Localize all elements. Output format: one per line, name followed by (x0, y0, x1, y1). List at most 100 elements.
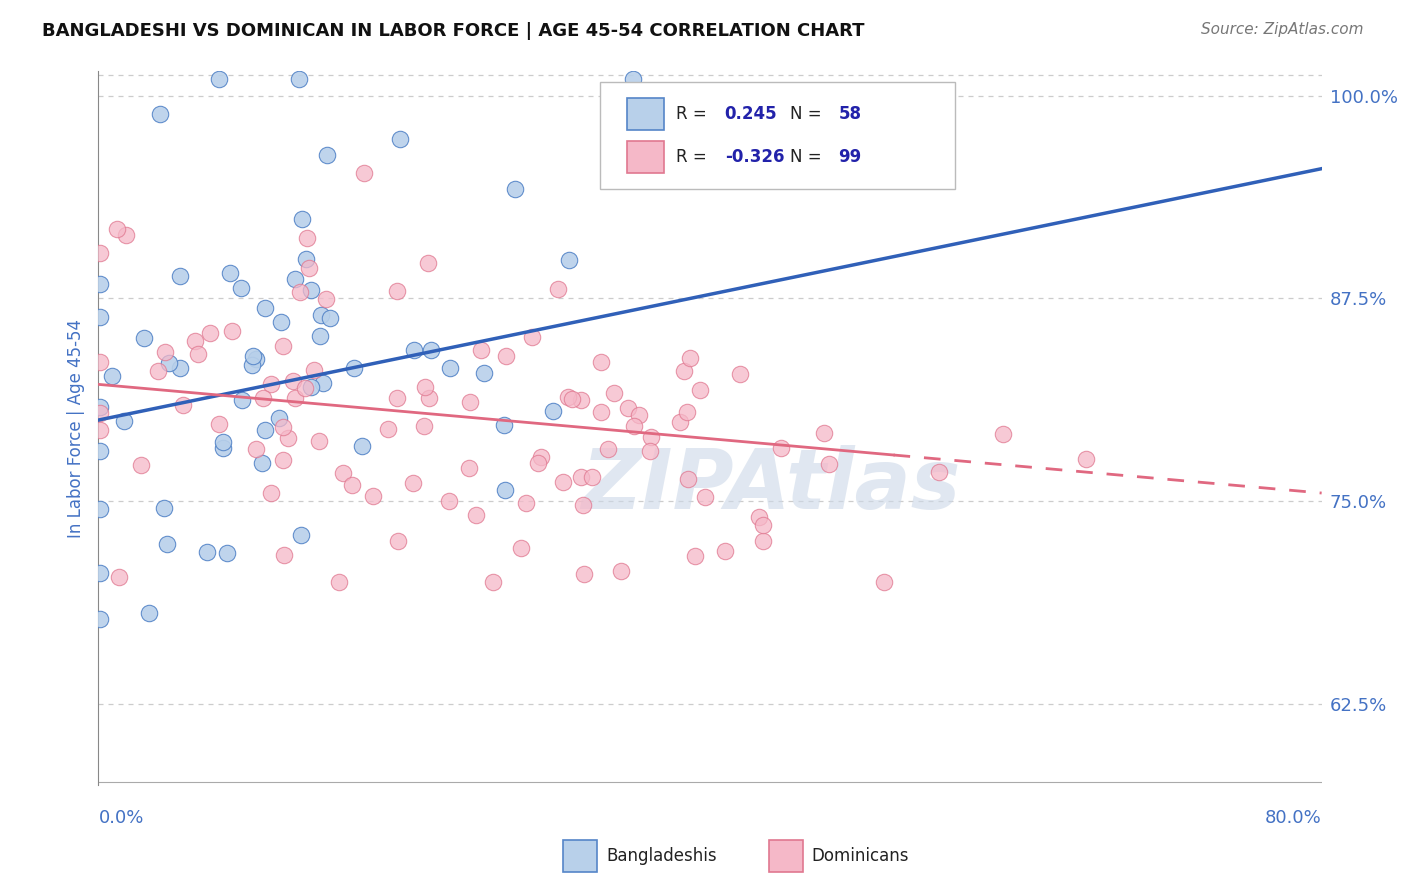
Point (295, 231, 318, 245)
Point (89, 310, 111, 324)
Point (683, 549, 706, 563)
Point (340, 477, 363, 491)
Point (298, 261, 321, 276)
FancyBboxPatch shape (627, 98, 664, 130)
Point (108, 570, 131, 584)
Point (457, 461, 479, 475)
Point (187, 347, 209, 361)
Point (212, 435, 235, 450)
Point (270, 315, 292, 329)
Point (993, 427, 1015, 442)
Point (294, 381, 316, 395)
FancyBboxPatch shape (600, 82, 955, 189)
Point (413, 419, 436, 434)
Point (153, 345, 176, 359)
Point (389, 132, 412, 146)
Point (418, 391, 440, 405)
Text: Bangladeshis: Bangladeshis (606, 847, 717, 865)
Point (253, 301, 276, 315)
Point (89, 502, 111, 516)
Point (813, 426, 835, 441)
Point (267, 410, 290, 425)
Point (621, 72, 644, 87)
Text: 0.0%: 0.0% (98, 809, 143, 827)
Point (385, 284, 408, 298)
Point (419, 343, 441, 357)
Point (138, 606, 160, 620)
Point (129, 458, 152, 473)
Point (311, 308, 333, 322)
Point (669, 416, 692, 430)
Point (184, 334, 207, 348)
Point (522, 330, 544, 344)
Point (242, 349, 264, 363)
Point (679, 351, 702, 365)
Point (221, 325, 243, 339)
Point (105, 221, 128, 235)
Point (89, 400, 111, 414)
Point (295, 252, 318, 266)
Point (302, 363, 325, 377)
Point (132, 331, 155, 345)
Point (245, 442, 267, 457)
Point (115, 228, 138, 243)
Point (284, 392, 307, 406)
Text: 0.245: 0.245 (724, 105, 778, 123)
Point (581, 470, 603, 484)
Point (363, 489, 385, 503)
Text: Source: ZipAtlas.com: Source: ZipAtlas.com (1201, 22, 1364, 37)
Text: 99: 99 (838, 148, 862, 166)
Point (689, 383, 711, 397)
Point (569, 470, 592, 484)
Point (474, 367, 496, 381)
Point (561, 392, 583, 407)
Point (315, 292, 337, 306)
Point (149, 107, 172, 121)
Point (253, 423, 276, 437)
Point (470, 343, 492, 357)
Point (591, 355, 613, 369)
Point (752, 518, 775, 533)
Text: N =: N = (790, 148, 827, 166)
Point (551, 475, 574, 490)
Point (343, 361, 366, 376)
Point (640, 430, 662, 444)
Point (402, 475, 425, 490)
Point (748, 509, 770, 524)
Point (387, 534, 409, 549)
Point (574, 566, 596, 581)
Point (353, 166, 375, 180)
Point (482, 575, 505, 590)
Point (385, 392, 408, 406)
Point (610, 564, 633, 578)
Point (288, 285, 311, 299)
Point (101, 368, 124, 383)
Point (169, 268, 191, 283)
FancyBboxPatch shape (769, 840, 803, 872)
Point (730, 367, 752, 381)
Point (157, 356, 180, 370)
Point (245, 352, 267, 367)
Point (281, 374, 304, 388)
Point (299, 284, 322, 298)
Point (211, 441, 233, 455)
Point (250, 456, 273, 470)
Point (1076, 452, 1098, 467)
Point (458, 394, 481, 409)
Point (557, 252, 579, 267)
Y-axis label: In Labor Force | Age 45-54: In Labor Force | Age 45-54 (66, 318, 84, 538)
Point (509, 541, 531, 556)
Point (260, 376, 283, 391)
Point (352, 439, 374, 453)
Point (465, 508, 488, 522)
Text: 58: 58 (838, 105, 862, 123)
Point (602, 385, 624, 400)
Point (402, 343, 425, 358)
Point (271, 420, 294, 434)
Point (271, 452, 294, 467)
Point (589, 405, 612, 419)
Point (89, 612, 111, 626)
Point (494, 483, 516, 498)
Point (291, 212, 314, 227)
Point (714, 544, 737, 558)
